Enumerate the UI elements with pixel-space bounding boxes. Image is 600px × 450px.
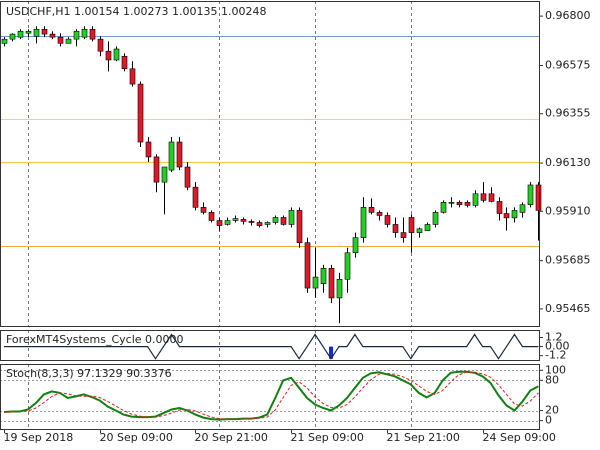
candle-body <box>49 33 56 38</box>
y-tick-label: 1.2 <box>545 331 563 344</box>
candle-body <box>224 220 231 225</box>
candle-body <box>240 219 247 222</box>
candle-body <box>296 210 303 243</box>
candle-body <box>496 201 503 214</box>
panel-title: Stoch(8,3,3) 97.1329 90.3376 <box>6 367 172 380</box>
candle-body <box>511 210 518 219</box>
indicator-line <box>4 333 539 360</box>
candle-body <box>73 30 80 40</box>
candle-body <box>280 217 287 225</box>
y-tick-label: 0.96130 <box>545 156 591 169</box>
candle-body <box>41 28 48 35</box>
candle-body <box>216 220 223 226</box>
candle-body <box>232 218 239 221</box>
candle-body <box>384 215 391 225</box>
candle-body <box>256 222 263 226</box>
candle-body <box>320 268 327 284</box>
candle-body <box>105 50 112 61</box>
y-tick-label: -1.2 <box>545 349 566 362</box>
candle-body <box>416 228 423 233</box>
candle-body <box>424 224 431 231</box>
candle-body <box>113 48 120 61</box>
y-tick-label: 0.95910 <box>545 204 591 217</box>
candle-body <box>464 202 471 206</box>
y-tick-label: 0.96355 <box>545 107 591 120</box>
candle-body <box>264 222 271 225</box>
candle-body <box>535 184 542 211</box>
candle-body <box>272 217 279 223</box>
candle-body <box>33 28 40 37</box>
candle-body <box>527 184 534 206</box>
histogram-bar <box>329 346 334 359</box>
candle-body <box>9 33 16 40</box>
y-tick-label: 20 <box>545 404 559 417</box>
candle-body <box>129 68 136 85</box>
y-tick-label: 80 <box>545 373 559 386</box>
x-tick-label: 24 Sep 09:00 <box>483 431 556 444</box>
candle-body <box>392 224 399 233</box>
indicator-line <box>3 370 539 421</box>
indicator-line <box>4 371 539 420</box>
candle-body <box>336 278 343 299</box>
candle-body <box>503 213 510 219</box>
candle-body <box>488 193 495 202</box>
y-tick-label: 0.00 <box>545 340 570 353</box>
candle-body <box>456 202 463 206</box>
candle-body <box>168 141 175 171</box>
x-tick-label: 20 Sep 21:00 <box>195 431 268 444</box>
candle-body <box>121 55 128 70</box>
candle-body <box>57 36 64 44</box>
candle-body <box>376 212 383 216</box>
candle-body <box>312 276 319 289</box>
candle-body <box>97 38 104 52</box>
candle-body <box>352 237 359 254</box>
candle-body <box>176 141 183 168</box>
x-tick-label: 21 Sep 09:00 <box>291 431 364 444</box>
candle-body <box>432 212 439 225</box>
candle-body <box>448 202 455 204</box>
candle-body <box>153 156 160 183</box>
panel-frame <box>0 1 540 327</box>
candle-body <box>161 166 168 183</box>
x-tick-label: 19 Sep 2018 <box>4 431 74 444</box>
panel-title: ForexMT4Systems_Cycle 0.0000 <box>6 333 184 346</box>
candle-body <box>344 252 351 280</box>
y-tick-label: 0.95685 <box>545 254 591 267</box>
y-tick-label: 0.95465 <box>545 302 591 315</box>
candle-body <box>360 207 367 238</box>
candle-body <box>137 83 144 143</box>
candle-body <box>184 166 191 188</box>
y-tick-label: 0.96800 <box>545 9 591 22</box>
candle-body <box>25 30 32 34</box>
candle-body <box>480 193 487 201</box>
candle-body <box>408 217 415 233</box>
candle-body <box>248 221 255 223</box>
panel-frame <box>0 364 540 430</box>
x-tick-label: 21 Sep 21:00 <box>387 431 460 444</box>
candle-body <box>89 28 96 40</box>
candle-body <box>288 210 295 225</box>
candle-body <box>440 202 447 213</box>
y-tick-label: 100 <box>545 363 566 376</box>
candle-body <box>304 242 311 289</box>
candle-body <box>17 30 24 38</box>
candle-body <box>328 268 335 299</box>
candle-body <box>81 28 88 38</box>
panel-frame <box>0 330 540 361</box>
candle-body <box>1 38 8 44</box>
candle-body <box>368 207 375 213</box>
candle-body <box>472 193 479 206</box>
panel-title: USDCHF,H1 1.00154 1.00273 1.00135 1.0024… <box>6 5 267 18</box>
candle-body <box>400 232 407 238</box>
candle-body <box>192 186 199 208</box>
x-tick-label: 20 Sep 09:00 <box>100 431 173 444</box>
candle-body <box>145 141 152 158</box>
candle-body <box>208 212 215 221</box>
y-tick-label: 0.96575 <box>545 58 591 71</box>
y-tick-label: 0 <box>545 414 552 427</box>
candle-body <box>200 207 207 213</box>
candle-body <box>519 204 526 213</box>
candle-body <box>65 38 72 44</box>
